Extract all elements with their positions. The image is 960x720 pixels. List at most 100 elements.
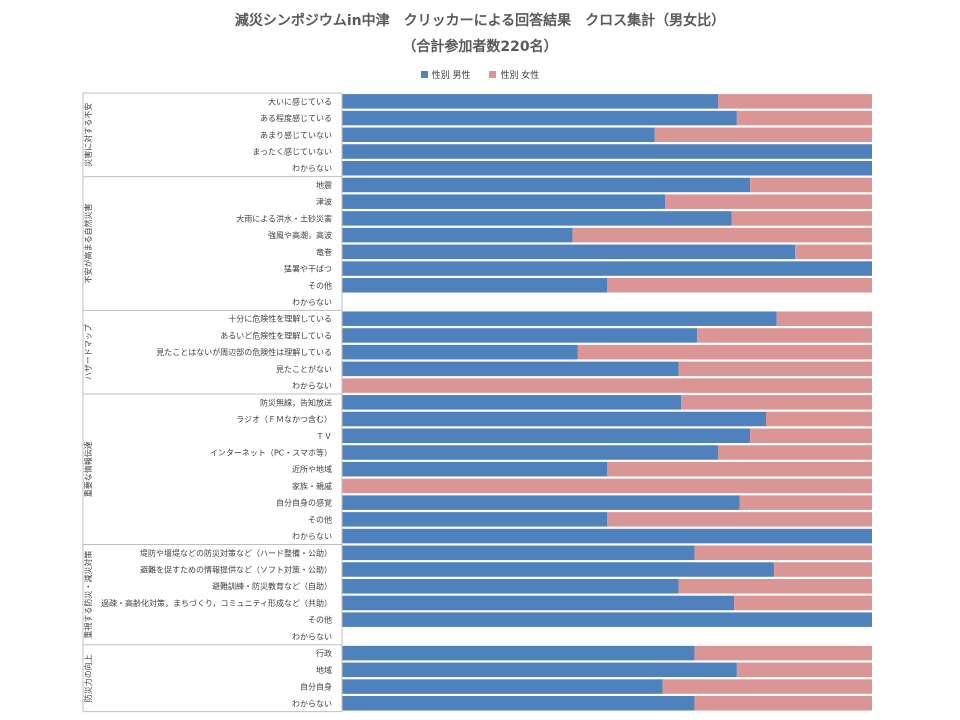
bar-male [342,562,774,577]
category-label: あるいど危険性を理解している [220,330,332,340]
legend-label-male: 性別 男性 [431,71,471,81]
bar-female [577,344,872,360]
category-label: わからない [292,632,332,641]
bar-male [342,578,679,594]
category-label: 防災無線，告知放送 [260,397,332,407]
bar-female [731,211,872,226]
category-label: 近所や地域 [292,464,332,474]
category-label: 過疎・高齢化対策，まちづくり，コミュニティ形成など（共助） [101,598,332,608]
category-label: 地域 [316,665,332,675]
bar-male [342,645,695,661]
bar-female [694,545,872,561]
category-label: 自分自身の感覚 [276,498,332,508]
category-label: わからない [292,382,332,391]
legend-item-female: 性別 女性 [489,68,539,81]
bar-female [654,127,872,143]
bar-male [342,278,607,293]
group-label: 重要な情報伝達 [83,441,93,497]
category-label: 避難訓練・防災教育など（自助） [212,581,332,591]
bar-male [342,244,796,260]
bar-female [607,278,872,293]
legend-label-female: 性別 女性 [500,71,540,81]
bar-male [342,595,735,611]
bar-female [739,495,872,510]
chart-legend: 性別 男性 性別 女性 [0,68,960,81]
bar-female [776,311,872,326]
category-label: 家族・親戚 [292,481,332,491]
bar-male [342,144,872,159]
category-label: 見たことはないが周辺部の危険性は理解している [156,347,332,357]
bar-female [766,411,872,427]
bar-female [342,378,872,393]
bar-female [342,478,872,494]
category-label: わからない [292,699,332,708]
bar-male [342,211,732,226]
bar-female [718,94,872,109]
category-label: 自分自身 [300,682,332,692]
bar-male [342,612,872,627]
category-label: 堤防や堰堤などの防災対策など（ハード整備・公助） [140,548,332,558]
bar-female [607,512,872,527]
bar-male [342,328,698,343]
bar-male [342,495,740,510]
bar-male [342,545,695,561]
bar-male [342,110,737,126]
bar-male [342,94,719,109]
bar-female [795,244,872,260]
bar-male [342,696,695,711]
bar-female [678,361,872,377]
bar-female [662,679,872,694]
bar-male [342,528,872,544]
category-label: まったく感じていない [252,147,332,157]
category-label: ＴＶ [316,432,332,441]
group-label: 災害に対する不安 [83,103,93,167]
bar-female [694,696,872,711]
bar-male [342,679,663,694]
category-label: その他 [308,615,332,625]
bar-female [773,562,872,577]
category-label: 猛暑や干ばつ [284,264,332,274]
bar-male [342,311,777,326]
category-label: 竜巻 [316,247,332,257]
category-label: 地震 [316,180,332,190]
bar-female [681,395,872,410]
legend-swatch-female [489,71,497,78]
category-label: ラジオ（ＦＭなかつ含む） [236,414,332,424]
group-label: ハザードマップ [84,324,93,380]
group-label: 重視する防災・減災対策 [83,551,93,639]
chart-title-line2: （合計参加者数220名） [402,39,558,55]
category-label: 大雨による洪水・土砂災害 [236,213,332,223]
bar-male [342,194,666,209]
bar-male [342,227,573,243]
bar-female [678,578,872,594]
bar-male [342,361,679,377]
category-label: あまり感じていない [260,130,332,140]
bar-female [736,662,872,678]
chart-title: 減災シンポジウムin中津 クリッカーによる回答結果 クロス集計（男女比） （合計… [0,8,960,60]
category-label: 強風や高潮，高波 [268,230,332,240]
category-label: ある程度感じている [260,113,332,123]
bar-male [342,127,655,143]
bar-male [342,344,578,360]
bar-female [718,445,872,460]
chart-title-line1: 減災シンポジウムin中津 クリッカーによる回答結果 クロス集計（男女比） [234,13,726,29]
bar-female [734,595,872,611]
bar-male [342,395,682,410]
bar-female [694,645,872,661]
category-label: わからない [292,164,332,173]
bar-male [342,160,872,176]
bar-male [342,261,872,276]
legend-item-male: 性別 男性 [420,68,471,81]
bar-male [342,662,737,678]
category-label: インターネット（PC・スマホ等） [210,447,332,457]
category-label: 見たことがない [276,364,332,374]
group-label: 防災力の向上 [83,654,93,702]
category-label: その他 [308,280,332,290]
category-label: 行政 [316,648,332,658]
bar-male [342,428,751,444]
bar-female [750,428,872,444]
group-label: 不安が高まる自然災害 [83,203,93,283]
bar-female [750,177,872,193]
bar-female [572,227,872,243]
